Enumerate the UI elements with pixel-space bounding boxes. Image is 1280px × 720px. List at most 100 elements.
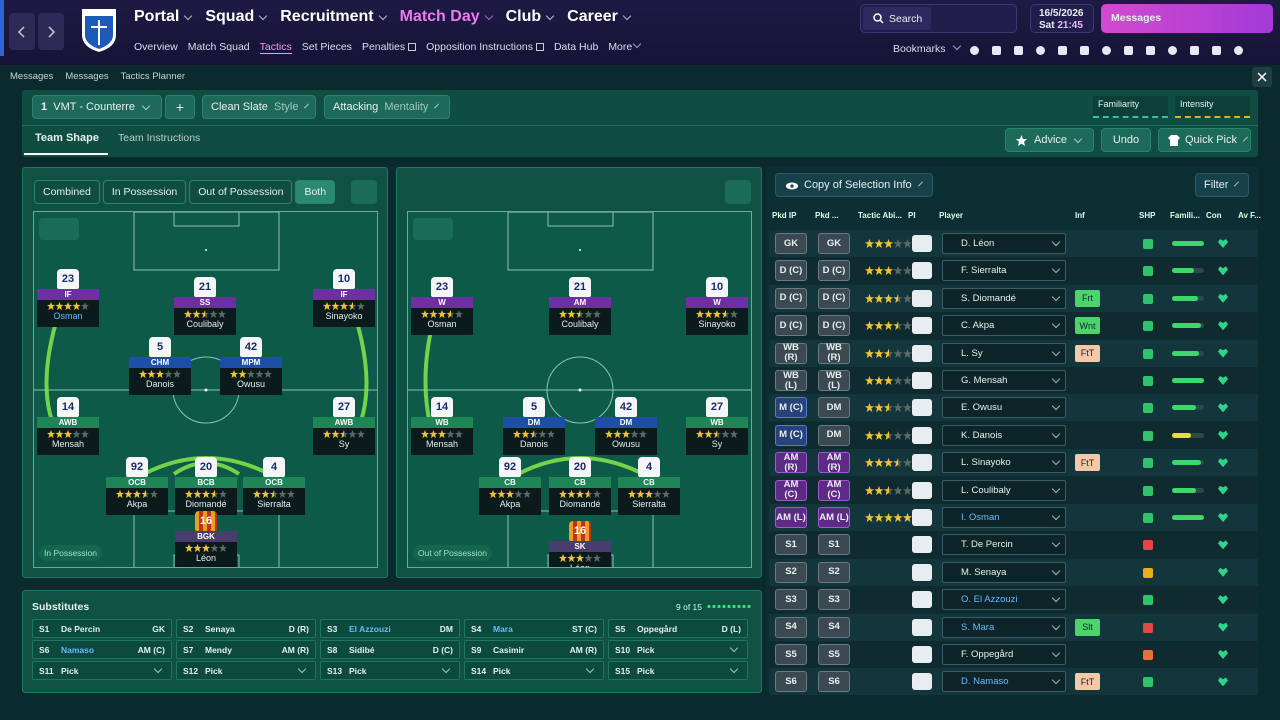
sub-slot[interactable]: S7 Mendy AM (R) xyxy=(176,640,316,659)
toolbar-icon[interactable] xyxy=(1146,46,1155,55)
pi-button[interactable] xyxy=(912,536,932,554)
player-select[interactable]: S. Mara xyxy=(942,616,1066,638)
toolbar-icon[interactable] xyxy=(1014,46,1023,55)
table-row[interactable]: S6 S6 D. Namaso FtT xyxy=(769,668,1258,696)
table-row[interactable]: D (C) D (C) C. Akpa Wnt xyxy=(769,312,1258,340)
column-header[interactable]: Famili... xyxy=(1170,211,1200,220)
nav-item[interactable]: Match Day xyxy=(400,8,496,26)
close-button[interactable] xyxy=(1252,67,1272,87)
column-header[interactable]: Av F... xyxy=(1238,211,1261,220)
player-select[interactable]: D. Léon xyxy=(942,233,1066,254)
player-card[interactable]: 20 CB Diomandé xyxy=(549,457,611,515)
player-card[interactable]: 5 DM Danois xyxy=(503,397,565,455)
sub-slot[interactable]: S12 Pick xyxy=(176,661,316,680)
toolbar-icon[interactable] xyxy=(1168,46,1177,55)
toolbar-icon[interactable] xyxy=(1080,46,1089,55)
nav-item[interactable]: Club xyxy=(506,8,558,26)
player-select[interactable]: G. Mensah xyxy=(942,370,1066,391)
sub-slot[interactable]: S2 Senaya D (R) xyxy=(176,619,316,638)
player-select[interactable]: F. Sierralta xyxy=(942,260,1066,282)
toolbar-icon[interactable] xyxy=(992,46,1001,55)
tab-team-instructions[interactable]: Team Instructions xyxy=(118,132,201,144)
pi-button[interactable] xyxy=(912,509,932,526)
player-select[interactable]: F. Oppegård xyxy=(942,644,1066,665)
back-button[interactable] xyxy=(9,13,35,50)
column-header[interactable]: Pkd ... xyxy=(815,211,839,220)
player-select[interactable]: L. Sy xyxy=(942,342,1066,364)
table-row[interactable]: M (C) DM E. Owusu xyxy=(769,394,1258,422)
player-select[interactable]: I. Osman xyxy=(942,507,1066,528)
sub-slot[interactable]: S15 Pick xyxy=(608,661,748,680)
player-card[interactable]: 5 CHM Danois xyxy=(129,337,191,395)
player-select[interactable]: T. De Percin xyxy=(942,534,1066,556)
bookmarks[interactable]: Bookmarks xyxy=(893,41,964,55)
toolbar-icon[interactable] xyxy=(1036,46,1045,55)
player-card[interactable]: 92 OCB Akpa xyxy=(106,457,168,515)
shape-mode[interactable]: Combined xyxy=(34,180,100,204)
subnav-item[interactable]: Opposition Instructions xyxy=(426,41,533,53)
tab-team-shape[interactable]: Team Shape xyxy=(35,132,99,144)
pi-button[interactable] xyxy=(912,372,932,389)
table-row[interactable]: AM (C) AM (C) L. Coulibaly xyxy=(769,476,1258,504)
table-row[interactable]: WB (L) WB (L) G. Mensah xyxy=(769,367,1258,394)
player-card[interactable]: 21 SS Coulibaly xyxy=(174,277,236,335)
subnav-item[interactable]: Penalties xyxy=(361,41,406,53)
pi-button[interactable] xyxy=(912,591,932,609)
player-select[interactable]: M. Senaya xyxy=(942,561,1066,583)
sub-slot[interactable]: S14 Pick xyxy=(464,661,604,680)
pi-button[interactable] xyxy=(912,454,932,472)
toolbar-icon[interactable] xyxy=(1102,46,1111,55)
column-header[interactable]: Pkd IP xyxy=(772,211,797,220)
player-card[interactable]: 14 WB Mensah xyxy=(411,397,473,455)
mentality-select[interactable]: Attacking Mentality xyxy=(324,95,450,119)
column-header[interactable]: PI xyxy=(908,211,916,220)
toolbar-icon[interactable] xyxy=(1212,46,1221,55)
player-card[interactable]: 23 W Osman xyxy=(411,277,473,335)
table-row[interactable]: AM (L) AM (L) I. Osman xyxy=(769,504,1258,531)
shape-mode[interactable]: Out of Possession xyxy=(189,180,293,204)
tactic-select[interactable]: 1 VMT - Counterre xyxy=(32,95,162,119)
nav-item[interactable]: Recruitment xyxy=(280,8,389,26)
player-select[interactable]: D. Namaso xyxy=(942,671,1066,693)
pi-button[interactable] xyxy=(912,262,932,280)
column-header[interactable]: Inf xyxy=(1075,211,1085,220)
table-row[interactable]: D (C) D (C) F. Sierralta xyxy=(769,257,1258,285)
pi-button[interactable] xyxy=(912,426,932,444)
sub-slot[interactable]: S10 Pick xyxy=(608,640,748,659)
add-tactic[interactable]: + xyxy=(165,95,195,119)
player-card[interactable]: 42 DM Owusu xyxy=(595,397,657,455)
pi-button[interactable] xyxy=(912,563,932,581)
toolbar-icon[interactable] xyxy=(970,46,979,55)
pi-button[interactable] xyxy=(912,235,932,252)
player-card[interactable]: 21 AM Coulibaly xyxy=(549,277,611,335)
player-card[interactable]: 42 MPM Owusu xyxy=(220,337,282,395)
player-card[interactable]: 14 AWB Mensah xyxy=(37,397,99,455)
table-row[interactable]: S5 S5 F. Oppegård xyxy=(769,641,1258,668)
toolbar-icon[interactable] xyxy=(1124,46,1133,55)
eye-toggle[interactable] xyxy=(413,218,453,240)
nav-item[interactable]: Portal xyxy=(134,8,195,26)
style-select[interactable]: Clean Slate Style xyxy=(202,95,316,119)
column-header[interactable]: SHP xyxy=(1139,211,1156,220)
filter-button[interactable]: Filter xyxy=(1195,173,1249,197)
subnav-item[interactable]: More xyxy=(608,41,633,53)
sub-slot[interactable]: S5 Oppegård D (L) xyxy=(608,619,748,638)
column-header[interactable]: Player xyxy=(939,211,964,220)
column-header[interactable]: Tactic Abi... xyxy=(858,211,903,220)
table-row[interactable]: M (C) DM K. Danois xyxy=(769,421,1258,449)
player-card[interactable]: 27 AWB Sy xyxy=(313,397,375,455)
player-select[interactable]: K. Danois xyxy=(942,424,1066,446)
table-row[interactable]: S2 S2 M. Senaya xyxy=(769,558,1258,586)
player-card[interactable]: 16 SK Léon xyxy=(549,521,611,567)
column-header[interactable]: Con xyxy=(1206,211,1222,220)
quick-pick-button[interactable]: Quick Pick xyxy=(1158,128,1251,152)
sub-slot[interactable]: S1 De Percin GK xyxy=(32,619,172,638)
copy-selection-button[interactable]: Copy of Selection Info xyxy=(775,173,933,197)
toolbar-icon[interactable] xyxy=(1058,46,1067,55)
table-row[interactable]: S3 S3 O. El Azzouzi xyxy=(769,586,1258,614)
messages-button[interactable]: Messages xyxy=(1101,4,1273,33)
shape-mode[interactable]: Both xyxy=(295,180,336,204)
subnav-item[interactable]: Tactics xyxy=(259,41,292,54)
player-card[interactable]: 16 BGK Léon xyxy=(175,511,237,567)
pi-button[interactable] xyxy=(912,618,932,636)
